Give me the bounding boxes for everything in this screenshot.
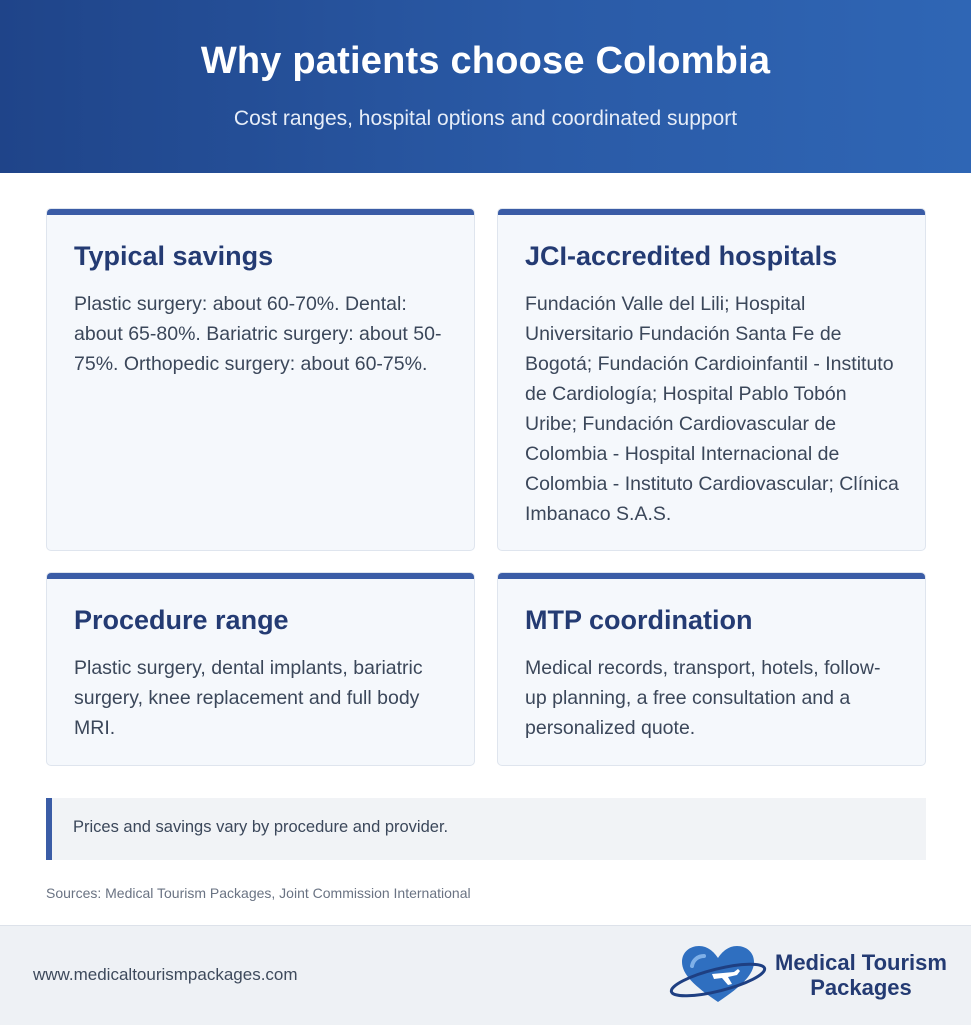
website-link[interactable]: www.medicaltourismpackages.com — [33, 965, 298, 984]
header-banner: Why patients choose Colombia Cost ranges… — [0, 0, 971, 173]
brand-name-line1: Medical Tourism — [775, 950, 947, 975]
footer: www.medicaltourismpackages.com Medical T… — [0, 925, 971, 1025]
disclaimer-text: Prices and savings vary by procedure and… — [73, 818, 449, 836]
card-body: Plastic surgery, dental implants, bariat… — [74, 657, 423, 739]
brand-name-line2: Packages — [810, 975, 912, 1000]
sources-text: Sources: Medical Tourism Packages, Joint… — [46, 885, 471, 901]
card-body: Plastic surgery: about 60-70%. Dental: a… — [74, 293, 442, 375]
card-jci-hospitals: JCI-accredited hospitals Fundación Valle… — [497, 208, 926, 551]
card-body: Medical records, transport, hotels, foll… — [525, 657, 881, 739]
card-body: Fundación Valle del Lili; Hospital Unive… — [525, 293, 899, 525]
page-title: Why patients choose Colombia — [200, 40, 771, 82]
brand-logo[interactable]: Medical Tourism Packages — [668, 944, 948, 1008]
card-mtp-coordination: MTP coordination Medical records, transp… — [497, 572, 926, 766]
card-typical-savings: Typical savings Plastic surgery: about 6… — [46, 208, 475, 551]
disclaimer-note: Prices and savings vary by procedure and… — [46, 798, 926, 860]
page-subtitle: Cost ranges, hospital options and coordi… — [233, 107, 738, 130]
card-title: JCI-accredited hospitals — [525, 241, 838, 271]
card-title: Typical savings — [74, 241, 274, 271]
heart-plane-icon — [669, 946, 767, 1002]
card-procedure-range: Procedure range Plastic surgery, dental … — [46, 572, 475, 766]
brand-name: Medical Tourism Packages — [775, 950, 947, 1000]
card-title: MTP coordination — [525, 605, 753, 635]
card-title: Procedure range — [74, 605, 289, 635]
